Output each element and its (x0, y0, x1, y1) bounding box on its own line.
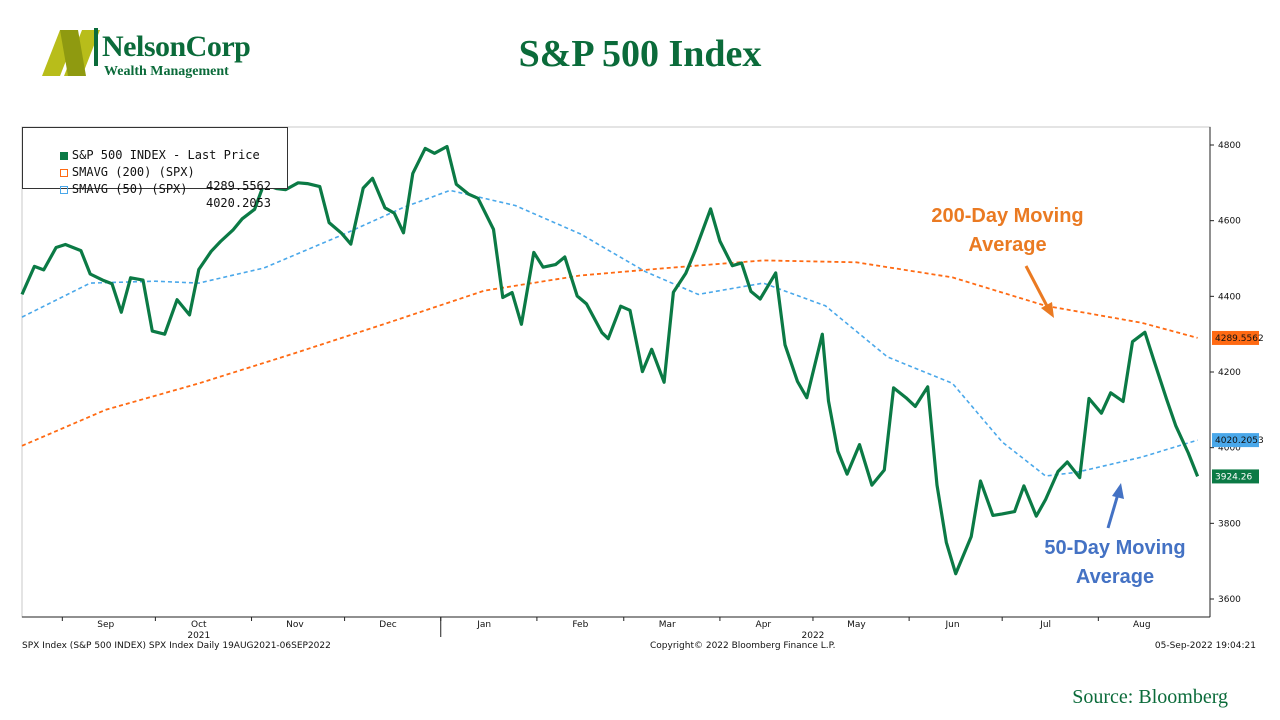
arrow-50day-icon (1106, 483, 1124, 529)
legend-swatch-sma50 (59, 185, 68, 194)
year-label-2021: 2021 (187, 631, 210, 641)
legend-row-price: S&P 500 INDEX - Last Price (31, 134, 279, 162)
footer-timestamp: 05-Sep-2022 19:04:21 (1154, 641, 1256, 651)
last-value-price: 3924.26 (1212, 469, 1259, 484)
x-tick-label: Apr (756, 620, 772, 630)
y-tick-label: 4200 (1218, 368, 1241, 378)
chart-legend: S&P 500 INDEX - Last Price SMAVG (200) (… (22, 127, 288, 210)
footer-left: SPX Index (S&P 500 INDEX) SPX Index Dail… (22, 641, 331, 651)
legend-row-sma200: SMAVG (200) (SPX) 4289.5562 (31, 151, 279, 193)
y-tick-label: 4400 (1218, 292, 1241, 302)
last-value-sma50-box (1212, 433, 1259, 448)
chart-labels: 4289.5562 4020.2053 3924.26 (1212, 330, 1264, 484)
series-line-price (20, 144, 1200, 576)
x-tick-label: Sep (97, 620, 114, 630)
logo-subtitle: Wealth Management (104, 64, 229, 79)
annotation-arrows (1024, 265, 1124, 529)
source-note: Source: Bloomberg (1072, 686, 1228, 708)
annotation-200day-line1: 200-Day Moving (931, 205, 1084, 227)
last-value-sma200-box (1212, 330, 1259, 345)
last-value-sma200-text: 4289.5562 (1215, 334, 1264, 344)
last-value-price-box (1212, 469, 1259, 484)
logo-mark-icon (42, 28, 100, 76)
arrow-50day-shaft (1106, 493, 1120, 529)
annotation-200day: 200-Day Moving Average (900, 202, 1115, 260)
arrow-200day-shaft (1024, 265, 1050, 309)
y-tick-label: 4800 (1218, 141, 1241, 151)
legend-row-sma50: SMAVG (50) (SPX) 4020.2053 (31, 168, 279, 210)
last-value-price-text: 3924.26 (1215, 472, 1252, 482)
x-tick-label: May (847, 620, 866, 630)
y-tick-label: 4600 (1218, 217, 1241, 227)
annotation-200day-line2: Average (968, 234, 1047, 256)
x-tick-label: Feb (572, 620, 588, 630)
x-tick-label: Jan (476, 620, 491, 630)
arrow-50day-head (1112, 483, 1124, 499)
arrow-200day-icon (1024, 265, 1054, 318)
x-tick-label: Aug (1133, 620, 1151, 630)
company-logo: NelsonCorp Wealth Management (40, 28, 251, 80)
legend-swatch-sma200 (59, 168, 68, 177)
y-tick-label: 3600 (1218, 595, 1241, 605)
annotation-50day-line1: 50-Day Moving (1044, 537, 1186, 559)
footer-copyright: Copyright© 2022 Bloomberg Finance L.P. (650, 641, 836, 651)
x-tick-label: Dec (379, 620, 396, 630)
x-tick-label: Nov (286, 620, 304, 630)
logo-name: NelsonCorp (102, 30, 251, 63)
last-value-sma50: 4020.2053 (1212, 433, 1264, 448)
y-tick-label: 4000 (1218, 444, 1241, 454)
year-label-2022: 2022 (802, 631, 825, 641)
legend-swatch-price (59, 151, 68, 160)
annotation-50day-line2: Average (1075, 566, 1155, 588)
legend-value-sma200: 4289.5562 (205, 179, 271, 193)
legend-label-sma50: SMAVG (50) (SPX) (71, 182, 188, 196)
arrow-200day-head (1041, 302, 1054, 318)
chart-axes: 3600 3800 4000 4200 4400 4600 4800 Sep Oct Nov Dec… (21, 126, 1241, 641)
last-value-sma200: 4289.5562 (1212, 330, 1264, 345)
legend-label-price: S&P 500 INDEX - Last Price (71, 148, 260, 162)
series-line-sma200 (21, 259, 1198, 447)
last-value-sma50-text: 4020.2053 (1215, 436, 1264, 446)
page-title: S&P 500 Index (518, 33, 762, 75)
y-tick-label: 3800 (1218, 519, 1241, 529)
x-tick-label: Jun (945, 620, 960, 630)
x-tick-label: Mar (659, 620, 676, 630)
legend-value-sma50: 4020.2053 (205, 196, 271, 210)
series-line-sma50 (21, 189, 1198, 477)
x-tick-label: Jul (1039, 620, 1051, 630)
x-tick-label: Oct (191, 620, 207, 630)
annotation-50day: 50-Day Moving Average (1010, 534, 1220, 592)
legend-label-sma200: SMAVG (200) (SPX) (71, 165, 195, 179)
chart-series (20, 144, 1200, 576)
